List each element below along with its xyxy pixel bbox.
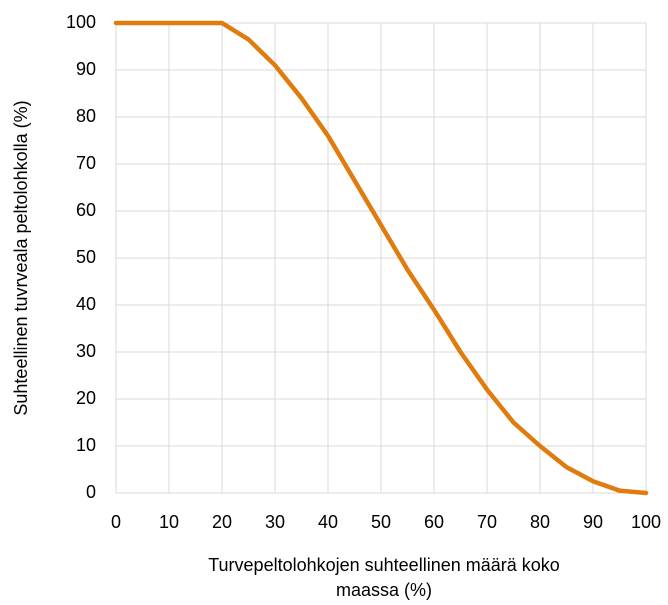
x-axis-label: maassa (%) [336, 580, 432, 600]
y-tick-label: 0 [86, 482, 96, 502]
y-tick-label: 30 [76, 341, 96, 361]
x-tick-label: 0 [111, 512, 121, 532]
y-tick-label: 90 [76, 59, 96, 79]
x-tick-label: 60 [424, 512, 444, 532]
x-tick-label: 90 [583, 512, 603, 532]
data-line [113, 20, 649, 496]
x-tick-label: 100 [631, 512, 661, 532]
y-tick-label: 10 [76, 435, 96, 455]
x-tick-label: 30 [265, 512, 285, 532]
y-tick-label: 70 [76, 153, 96, 173]
y-tick-label: 100 [66, 12, 96, 32]
y-tick-label: 60 [76, 200, 96, 220]
y-tick-label: 40 [76, 294, 96, 314]
y-tick-label: 80 [76, 106, 96, 126]
y-axis-label: Suhteellinen tuvrveala peltolohkolla (%) [11, 100, 31, 415]
x-tick-label: 20 [212, 512, 232, 532]
x-tick-label: 80 [530, 512, 550, 532]
y-tick-label: 20 [76, 388, 96, 408]
x-tick-label: 10 [159, 512, 179, 532]
y-tick-label: 50 [76, 247, 96, 267]
x-tick-label: 70 [477, 512, 497, 532]
x-tick-label: 40 [318, 512, 338, 532]
x-axis-label: Turvepeltolohkojen suhteellinen määrä ko… [208, 555, 560, 575]
x-tick-label: 50 [371, 512, 391, 532]
